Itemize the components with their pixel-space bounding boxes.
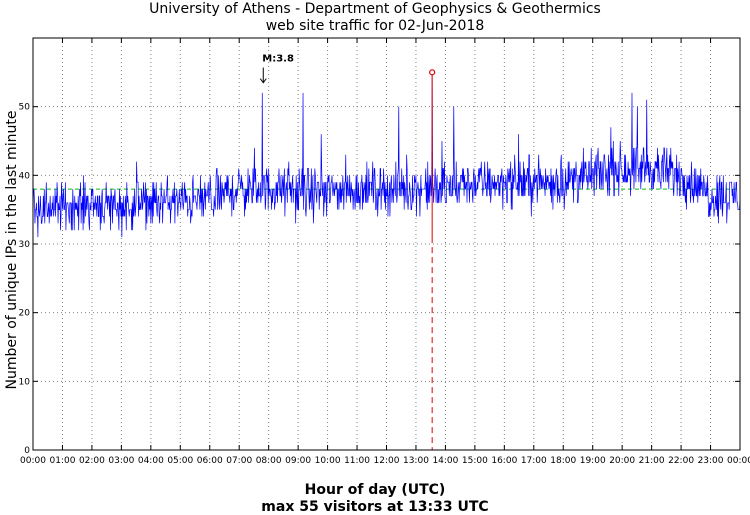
grid [33,38,740,450]
x-tick-label: 20:00 [609,456,635,466]
x-tick-label: 05:00 [167,456,193,466]
x-axis-label: Hour of day (UTC) [304,482,446,498]
y-tick-label: 10 [19,377,31,387]
x-tick-label: 02:00 [79,456,105,466]
x-tick-label: 09:00 [285,456,311,466]
y-tick-label: 40 [19,171,31,181]
x-tick-label: 22:00 [668,456,694,466]
traffic-chart: M:3.8 00:00 01:00 02:00 03:00 04:00 05:00 06:0… [19,37,750,466]
y-tick-label: 30 [19,240,31,250]
annotation-group: M:3.8 [259,53,294,84]
x-tick-label: 10:00 [315,456,341,466]
annotation-label: M:3.8 [262,53,294,64]
annotation-arrow-head [259,78,267,84]
series-group [32,72,741,238]
x-tick-label: 23:00 [698,456,724,466]
chart-subtitle: web site traffic for 02-Jun-2018 [265,18,485,34]
x-tick-label: 01:00 [49,456,75,466]
x-tick-label: 11:00 [344,456,370,466]
x-tick-label: 00:00 [727,456,750,466]
plot-frame [32,37,741,451]
x-tick-label: 00:00 [20,456,46,466]
x-tick-label: 15:00 [462,456,488,466]
y-tick-label: 0 [24,446,30,456]
x-tick-label: 04:00 [138,456,164,466]
x-tick-label: 08:00 [256,456,282,466]
x-tick-label: 16:00 [491,456,517,466]
x-tick-label: 07:00 [226,456,252,466]
tick-labels: 00:00 01:00 02:00 03:00 04:00 05:00 06:00 07:00… [19,38,750,466]
series-line [32,72,741,238]
x-tick-label: 19:00 [580,456,606,466]
x-tick-label: 13:00 [403,456,429,466]
x-tick-label: 03:00 [108,456,134,466]
max-marker-group [429,69,436,450]
max-point [429,69,436,76]
x-tick-label: 06:00 [197,456,223,466]
y-tick-label: 50 [19,103,31,113]
y-tick-label: 20 [19,309,31,319]
footer-max-visitors: max 55 visitors at 13:33 UTC [261,499,489,515]
x-tick-label: 21:00 [639,456,665,466]
x-tick-label: 18:00 [550,456,576,466]
x-tick-label: 12:00 [374,456,400,466]
x-tick-label: 17:00 [521,456,547,466]
x-tick-label: 14:00 [432,456,458,466]
chart-title: University of Athens - Department of Geo… [149,1,601,17]
